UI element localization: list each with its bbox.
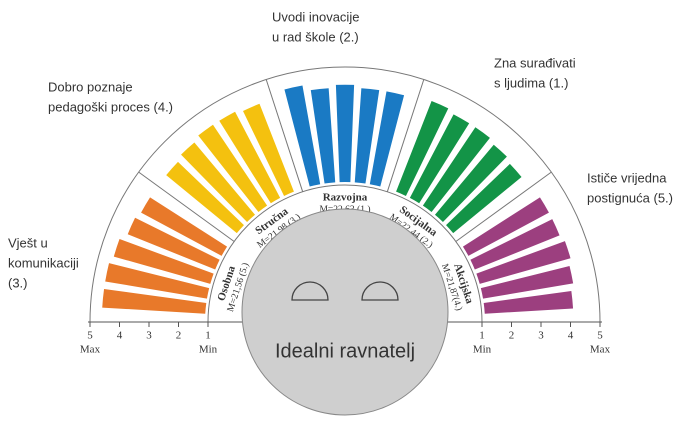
center-label: Idealni ravnatelj xyxy=(275,340,415,362)
bar xyxy=(181,142,256,222)
sector-name: Razvojna xyxy=(323,192,368,204)
bar xyxy=(462,197,549,256)
tick-label: 5 xyxy=(597,330,603,342)
outer-arc xyxy=(89,66,601,323)
tick-label: 3 xyxy=(538,330,544,342)
bar xyxy=(446,163,522,234)
bar xyxy=(105,263,210,299)
bar xyxy=(396,101,449,196)
bar xyxy=(483,290,574,314)
sector-divider xyxy=(455,171,552,242)
sector-divider xyxy=(265,79,304,192)
sector-label: Dobro poznaje xyxy=(48,79,133,94)
bar xyxy=(243,103,294,196)
inner-arc xyxy=(207,184,483,323)
tick-label: 1 xyxy=(205,330,211,342)
eye xyxy=(361,281,399,301)
sector-divider xyxy=(138,171,235,242)
center-circle xyxy=(241,208,449,416)
sector-divider xyxy=(386,79,425,192)
bar xyxy=(310,88,336,184)
bar xyxy=(284,85,321,187)
bar xyxy=(102,288,207,314)
bar xyxy=(141,197,228,256)
axis-max-label: Max xyxy=(80,344,101,356)
tick-label: 3 xyxy=(146,330,152,342)
bar xyxy=(422,127,490,212)
sector-label: s ljudima (1.) xyxy=(494,75,568,90)
sector-label: Vješt u xyxy=(8,235,48,250)
sector-label: u rad škole (2.) xyxy=(272,29,359,44)
sector-label: (3.) xyxy=(8,275,28,290)
bar xyxy=(354,88,380,184)
axis-min-label: Min xyxy=(473,344,492,356)
tick-label: 5 xyxy=(87,330,93,342)
bar xyxy=(480,266,574,299)
tick-label: 4 xyxy=(568,330,574,342)
sector-label: Ističe vrijedna xyxy=(587,170,667,185)
bar xyxy=(476,241,571,284)
tick-label: 2 xyxy=(509,330,515,342)
bar xyxy=(409,114,470,204)
sector-label: Zna surađivati xyxy=(494,55,576,70)
eye xyxy=(291,281,329,301)
bar xyxy=(335,84,355,183)
bar xyxy=(219,111,281,204)
bar xyxy=(127,217,220,270)
tick-label: 2 xyxy=(176,330,182,342)
bar xyxy=(113,239,214,284)
sector-label: postignuća (5.) xyxy=(587,190,673,205)
tick-label: 4 xyxy=(117,330,123,342)
bar xyxy=(434,144,507,222)
bar xyxy=(470,219,560,270)
axis-min-label: Min xyxy=(199,344,218,356)
bar xyxy=(198,124,268,212)
axis-max-label: Max xyxy=(590,344,611,356)
sector-label: Uvodi inovacije xyxy=(272,9,359,24)
sector-label: komunikaciji xyxy=(8,255,79,270)
tick-label: 1 xyxy=(479,330,485,342)
bar xyxy=(369,91,405,187)
sector-label: pedagoški proces (4.) xyxy=(48,99,173,114)
bar xyxy=(166,161,244,234)
